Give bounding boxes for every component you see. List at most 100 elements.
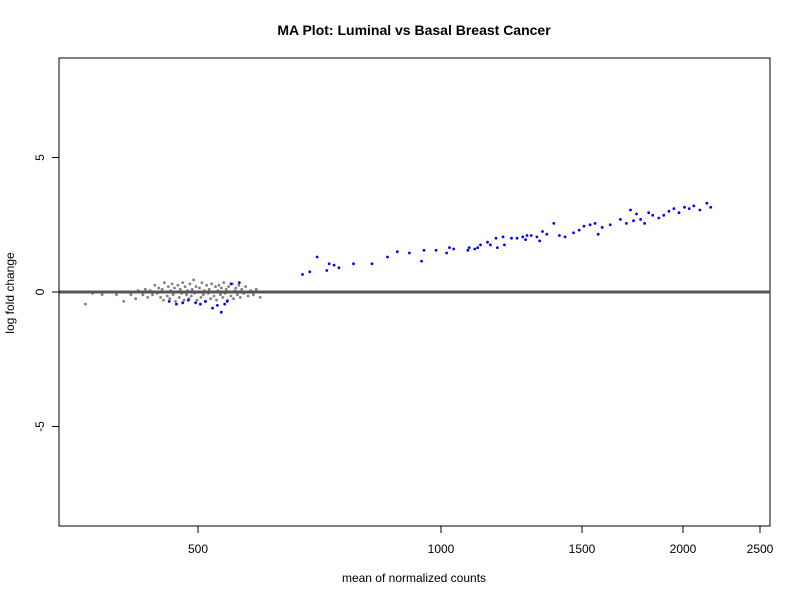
- gene-point-blue: [582, 224, 586, 228]
- gene-point-gray: [192, 278, 196, 282]
- gene-point-blue: [301, 273, 304, 276]
- gene-point-gray: [171, 293, 175, 297]
- gene-point-gray: [258, 296, 262, 299]
- gene-point-gray: [205, 283, 209, 287]
- gene-point-gray: [134, 297, 138, 301]
- gene-point-blue: [529, 234, 533, 237]
- y-tick-label: 0: [33, 288, 47, 295]
- gene-point-blue: [473, 247, 477, 251]
- gene-point-blue: [588, 223, 592, 227]
- gene-point-gray: [159, 296, 163, 299]
- gene-point-gray: [195, 298, 199, 302]
- gene-point-blue: [705, 201, 709, 205]
- gene-point-gray: [238, 296, 242, 299]
- gene-point-gray: [219, 293, 222, 297]
- x-tick-label: 2500: [747, 542, 774, 556]
- gene-point-gray: [221, 296, 225, 299]
- gene-point-gray: [160, 287, 164, 291]
- gene-point-gray: [254, 287, 258, 291]
- gene-point-gray: [237, 283, 241, 287]
- gene-point-gray: [166, 285, 170, 288]
- gene-point-gray: [165, 294, 169, 298]
- gene-point-gray: [163, 281, 166, 284]
- gene-point-blue: [325, 269, 329, 272]
- gene-point-gray: [215, 298, 218, 302]
- x-axis: 500 1000 1500 2000 2500: [188, 525, 774, 556]
- gene-point-blue: [445, 251, 448, 255]
- gene-point-blue: [643, 222, 646, 225]
- gene-point-blue: [466, 248, 470, 252]
- gene-point-blue: [619, 218, 622, 221]
- gene-point-gray: [217, 283, 221, 287]
- gene-point-blue: [187, 298, 190, 302]
- gene-point-gray: [185, 293, 188, 297]
- gene-point-gray: [219, 286, 223, 290]
- gene-point-gray: [198, 286, 201, 290]
- gene-point-blue: [229, 282, 233, 286]
- gene-point-blue: [525, 234, 529, 237]
- gene-point-gray: [182, 298, 186, 302]
- gene-point-gray: [168, 297, 172, 301]
- x-tick-label: 1500: [569, 542, 596, 556]
- gene-point-blue: [181, 301, 185, 305]
- gene-point-blue: [521, 235, 525, 239]
- gene-point-gray: [212, 294, 216, 298]
- gene-point-gray: [199, 296, 203, 299]
- gene-point-blue: [422, 248, 426, 252]
- gene-point-blue: [596, 232, 600, 236]
- gene-point-gray: [232, 297, 235, 301]
- gene-point-blue: [225, 300, 229, 303]
- x-tick-label: 1000: [428, 542, 455, 556]
- y-axis-label: log fold change: [3, 252, 17, 334]
- gene-point-blue: [194, 301, 198, 305]
- gene-point-blue: [219, 310, 223, 314]
- gene-point-gray: [174, 300, 177, 303]
- gene-point-gray: [244, 285, 248, 288]
- gene-point-gray: [183, 285, 187, 288]
- gene-point-blue: [370, 262, 374, 266]
- gene-point-blue: [175, 302, 178, 306]
- gene-point-blue: [651, 213, 655, 217]
- gene-point-gray: [178, 287, 182, 291]
- gene-point-gray: [176, 283, 180, 287]
- gene-point-blue: [211, 306, 215, 310]
- gene-point-blue: [448, 246, 451, 250]
- gene-point-gray: [229, 294, 233, 298]
- gene-point-blue: [647, 211, 651, 215]
- gene-point-gray: [224, 287, 228, 291]
- gene-point-blue: [501, 235, 505, 239]
- gene-point-blue: [657, 216, 661, 220]
- gene-point-gray: [240, 287, 244, 291]
- y-tick-label: 5: [33, 154, 47, 161]
- gene-point-blue: [552, 222, 556, 225]
- gene-point-blue: [593, 222, 597, 225]
- gene-point-blue: [408, 251, 411, 255]
- gene-point-blue: [558, 234, 561, 237]
- gene-point-blue: [662, 213, 666, 217]
- gene-point-gray: [173, 286, 176, 290]
- gene-point-blue: [203, 300, 207, 303]
- gene-point-blue: [420, 259, 423, 263]
- gene-point-blue: [510, 236, 513, 240]
- gene-point-blue: [625, 222, 628, 225]
- gene-point-blue: [434, 248, 438, 252]
- gene-point-blue: [479, 243, 482, 247]
- gene-point-blue: [237, 281, 241, 284]
- gene-point-gray: [207, 287, 211, 291]
- gene-point-blue: [709, 205, 713, 209]
- gene-point-blue: [223, 302, 227, 306]
- gene-point-gray: [194, 285, 198, 288]
- gene-point-blue: [315, 255, 319, 259]
- gene-point-blue: [608, 223, 612, 227]
- gene-point-blue: [503, 243, 506, 247]
- gene-point-blue: [667, 209, 671, 213]
- gene-point-blue: [538, 239, 542, 243]
- y-tick-label: -5: [33, 421, 47, 432]
- gene-point-gray: [181, 281, 185, 284]
- gene-point-blue: [635, 212, 638, 216]
- gene-point-blue: [698, 208, 702, 212]
- gene-point-blue: [677, 211, 681, 215]
- gene-point-blue: [692, 204, 696, 208]
- gene-point-blue: [535, 235, 539, 239]
- gene-point-blue: [577, 228, 581, 232]
